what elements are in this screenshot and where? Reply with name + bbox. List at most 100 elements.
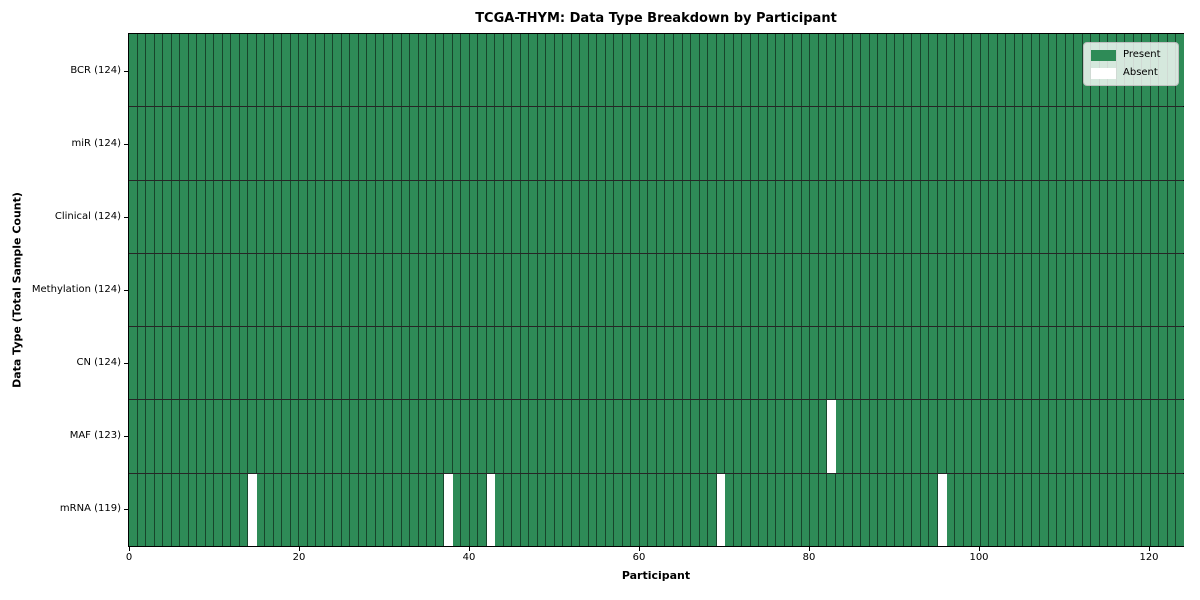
heatmap-cell-present xyxy=(478,473,487,546)
heatmap-cell-present xyxy=(563,180,572,253)
heatmap-cell-present xyxy=(1108,180,1117,253)
heatmap-cell-present xyxy=(1023,327,1032,400)
heatmap-cell-present xyxy=(1048,327,1058,400)
heatmap-cell-present xyxy=(648,180,657,253)
heatmap-cell-present xyxy=(1091,327,1100,400)
heatmap-cell-present xyxy=(1142,107,1151,180)
heatmap-cell-absent xyxy=(937,473,947,546)
heatmap-cell-present xyxy=(1014,473,1024,546)
heatmap-cell-present xyxy=(188,253,198,327)
heatmap-cell-present xyxy=(299,473,308,546)
heatmap-cell-present xyxy=(435,400,445,473)
heatmap-cell-present xyxy=(1048,253,1058,327)
heatmap-cell-present xyxy=(265,253,274,327)
heatmap-cell-present xyxy=(129,180,138,253)
heatmap-cell-present xyxy=(129,327,138,400)
heatmap-cell-present xyxy=(631,107,640,180)
heatmap-cell-present xyxy=(776,107,785,180)
heatmap-cell-present xyxy=(639,253,649,327)
heatmap-cell-present xyxy=(733,400,743,473)
heatmap-cell-present xyxy=(827,253,836,327)
heatmap-cell-present xyxy=(503,473,513,546)
heatmap-cell-present xyxy=(580,327,589,400)
heatmap-cell-present xyxy=(410,107,419,180)
heatmap-cell-present xyxy=(886,473,896,546)
heatmap-cell-present xyxy=(1082,180,1092,253)
heatmap-cell-present xyxy=(188,327,198,400)
heatmap-cell-present xyxy=(716,107,726,180)
heatmap-cell-present xyxy=(844,34,853,107)
heatmap-cell-present xyxy=(1167,253,1177,327)
heatmap-cell-present xyxy=(333,473,342,546)
heatmap-cell-present xyxy=(358,473,368,546)
heatmap-cell-present xyxy=(1006,473,1015,546)
heatmap-cell-present xyxy=(1159,327,1168,400)
heatmap-cell-present xyxy=(427,34,436,107)
heatmap-cell-present xyxy=(937,400,947,473)
heatmap-cell-absent xyxy=(444,473,453,546)
heatmap-cell-present xyxy=(537,327,547,400)
heatmap-cell-present xyxy=(699,180,709,253)
heatmap-cell-present xyxy=(742,473,751,546)
heatmap-cell-present xyxy=(520,180,530,253)
heatmap-cell-present xyxy=(512,473,521,546)
heatmap-cell-present xyxy=(410,34,419,107)
heatmap-cell-present xyxy=(1116,400,1126,473)
heatmap-cell-present xyxy=(1057,180,1066,253)
heatmap-cell-present xyxy=(478,327,487,400)
y-tick-label: CN (124) xyxy=(76,357,121,369)
heatmap-cell-present xyxy=(895,400,904,473)
heatmap-cell-present xyxy=(222,253,232,327)
heatmap-cell-present xyxy=(333,400,342,473)
heatmap-cell-present xyxy=(197,473,206,546)
heatmap-cell-present xyxy=(137,34,147,107)
heatmap-cell-present xyxy=(1082,473,1092,546)
heatmap-cell-present xyxy=(1031,327,1041,400)
heatmap-cell-present xyxy=(1125,473,1134,546)
heatmap-cell-present xyxy=(920,327,930,400)
heatmap-cell-present xyxy=(1065,34,1075,107)
heatmap-cell-present xyxy=(452,253,462,327)
heatmap-cell-present xyxy=(605,107,615,180)
heatmap-cell-present xyxy=(912,253,921,327)
heatmap-cell-present xyxy=(861,327,870,400)
heatmap-cell-present xyxy=(665,107,674,180)
heatmap-cell-present xyxy=(955,400,964,473)
heatmap-cell-present xyxy=(1099,400,1109,473)
heatmap-cell-present xyxy=(375,400,385,473)
heatmap-cell-present xyxy=(622,400,632,473)
heatmap-cell-present xyxy=(299,107,308,180)
heatmap-cell-present xyxy=(793,253,802,327)
heatmap-cell-present xyxy=(461,473,470,546)
heatmap-cell-present xyxy=(171,327,181,400)
heatmap-cell-present xyxy=(972,327,981,400)
heatmap-cell-present xyxy=(622,473,632,546)
heatmap-cell-present xyxy=(1014,34,1024,107)
heatmap-cell-present xyxy=(375,253,385,327)
heatmap-cell-present xyxy=(861,180,870,253)
heatmap-cell-present xyxy=(180,400,189,473)
heatmap-cell-present xyxy=(733,180,743,253)
heatmap-cell-present xyxy=(852,253,862,327)
heatmap-cell-present xyxy=(946,473,956,546)
heatmap-cell-present xyxy=(793,400,802,473)
heatmap-cell-present xyxy=(920,34,930,107)
heatmap-cell-present xyxy=(972,34,981,107)
heatmap-cell-present xyxy=(648,473,657,546)
heatmap-cell-present xyxy=(903,400,913,473)
heatmap-cell-present xyxy=(444,34,453,107)
heatmap-cell-present xyxy=(1125,107,1134,180)
heatmap-cell-present xyxy=(784,180,794,253)
heatmap-cell-present xyxy=(520,253,530,327)
heatmap-cell-present xyxy=(725,473,734,546)
heatmap-cell-present xyxy=(716,327,726,400)
heatmap-cell-present xyxy=(1176,180,1184,253)
heatmap-cell-present xyxy=(776,253,785,327)
heatmap-cell-present xyxy=(495,34,504,107)
heatmap-cell-present xyxy=(972,400,981,473)
heatmap-cell-present xyxy=(903,473,913,546)
heatmap-cell-present xyxy=(639,107,649,180)
heatmap-cell-present xyxy=(1108,107,1117,180)
heatmap-cell-present xyxy=(631,180,640,253)
heatmap-cell-present xyxy=(835,180,845,253)
